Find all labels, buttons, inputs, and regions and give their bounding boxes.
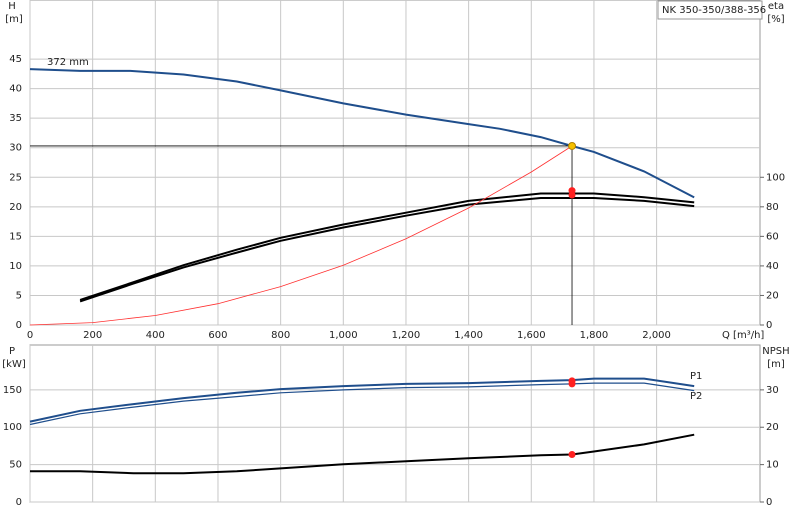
y2-tick-label: 60: [766, 231, 779, 242]
y-tick-label: 25: [9, 172, 22, 183]
y2-axis-unit: [m]: [767, 359, 785, 370]
curve-label: P2: [690, 391, 702, 402]
x-tick-label: 600: [208, 330, 227, 341]
duty-marker: [568, 380, 576, 388]
y-tick-label: 15: [9, 231, 22, 242]
x-tick-label: 200: [83, 330, 102, 341]
plot-area: [29, 344, 761, 503]
y2-tick-label: 0: [766, 497, 772, 508]
plot-area: [29, 0, 761, 326]
duty-marker: [568, 191, 576, 199]
x-tick-label: 1,800: [580, 330, 609, 341]
y2-tick-label: 10: [766, 460, 779, 471]
y-tick-label: 20: [9, 202, 22, 213]
y2-tick-label: 20: [766, 290, 779, 301]
y-tick-label: 0: [16, 497, 22, 508]
y-tick-label: 45: [9, 54, 22, 65]
y2-axis-label: NPSH: [762, 346, 789, 357]
y2-tick-label: 30: [766, 385, 779, 396]
y-tick-label: 10: [9, 261, 22, 272]
curve-label: 372 mm: [47, 57, 89, 68]
y-axis-unit: [m]: [5, 14, 23, 25]
y-axis-unit: [kW]: [2, 359, 26, 370]
curve: [29, 382, 695, 426]
x-tick-label: 1,000: [329, 330, 358, 341]
curve: [30, 433, 695, 475]
y-tick-label: 40: [9, 84, 22, 95]
y-tick-label: 35: [9, 113, 22, 124]
y2-tick-label: 20: [766, 422, 779, 433]
y2-axis-label: eta: [768, 1, 784, 12]
y-tick-label: 100: [3, 422, 22, 433]
x-tick-label: 2,000: [642, 330, 671, 341]
operating-point: [568, 141, 577, 150]
y2-tick-label: 80: [766, 202, 779, 213]
y-tick-label: 5: [16, 290, 22, 301]
x-axis-label: Q [m³/h]: [722, 330, 764, 341]
curve: [29, 377, 695, 423]
curve: [79, 192, 695, 301]
y-tick-label: 50: [9, 460, 22, 471]
x-tick-label: 400: [146, 330, 165, 341]
pump-label-box: [657, 0, 763, 20]
x-tick-label: 1,200: [392, 330, 421, 341]
curve: [29, 145, 573, 326]
y2-tick-label: 40: [766, 261, 779, 272]
y2-tick-label: 100: [766, 172, 785, 183]
y-axis-label: P: [9, 346, 15, 357]
curve: [79, 197, 695, 303]
y-tick-label: 150: [3, 385, 22, 396]
y2-tick-label: 0: [766, 320, 772, 331]
y-axis-label: H: [8, 1, 16, 12]
x-tick-label: 1,400: [454, 330, 483, 341]
curve-label: P1: [690, 371, 702, 382]
pump-label: NK 350-350/388-356: [662, 5, 766, 16]
y2-axis-unit: [%]: [767, 14, 784, 25]
y-tick-label: 30: [9, 143, 22, 154]
y-tick-label: 0: [16, 320, 22, 331]
x-tick-label: 1,600: [517, 330, 546, 341]
x-tick-label: 800: [271, 330, 290, 341]
x-tick-label: 0: [27, 330, 33, 341]
duty-marker: [568, 451, 576, 459]
curve: [29, 68, 695, 199]
